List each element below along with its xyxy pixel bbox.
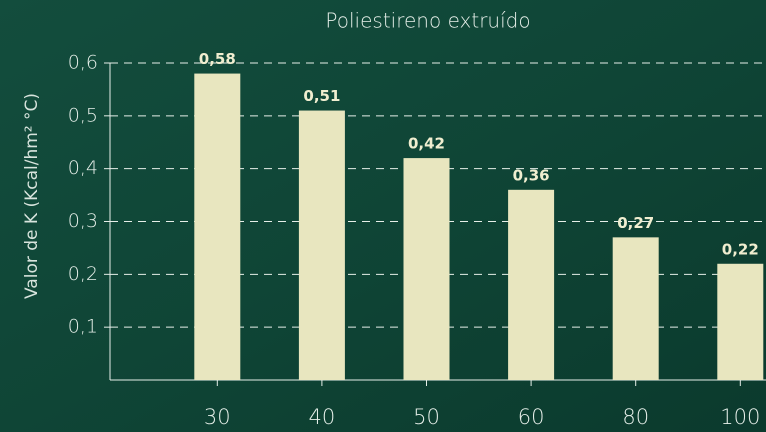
y-tick-label: 0,4 (68, 157, 98, 179)
x-tick-label: 80 (622, 405, 649, 429)
bar (403, 158, 450, 380)
value-label: 0,42 (408, 135, 445, 153)
bar (612, 237, 659, 380)
y-tick-label: 0,3 (68, 210, 98, 232)
y-tick-label: 0,2 (68, 263, 98, 285)
value-label: 0,58 (199, 50, 236, 68)
bar (717, 263, 764, 380)
x-tick-label: 30 (204, 405, 231, 429)
value-label: 0,22 (722, 240, 759, 258)
chart-title: Poliestireno extruído (325, 9, 530, 33)
bar (508, 189, 555, 380)
y-tick-label: 0,6 (68, 52, 98, 74)
x-tick-label: 60 (518, 405, 545, 429)
y-tick-label: 0,5 (68, 104, 98, 126)
x-tick-label: 100 (720, 405, 760, 429)
value-label: 0,36 (513, 166, 550, 184)
value-label: 0,51 (303, 87, 340, 105)
bar (298, 110, 345, 381)
value-label: 0,27 (617, 214, 654, 232)
x-tick-label: 40 (309, 405, 336, 429)
y-axis-label: Valor de K (Kcal/hm² °C) (22, 93, 42, 299)
x-tick-label: 50 (413, 405, 440, 429)
y-tick-label: 0,1 (68, 316, 98, 338)
bar (194, 73, 241, 381)
